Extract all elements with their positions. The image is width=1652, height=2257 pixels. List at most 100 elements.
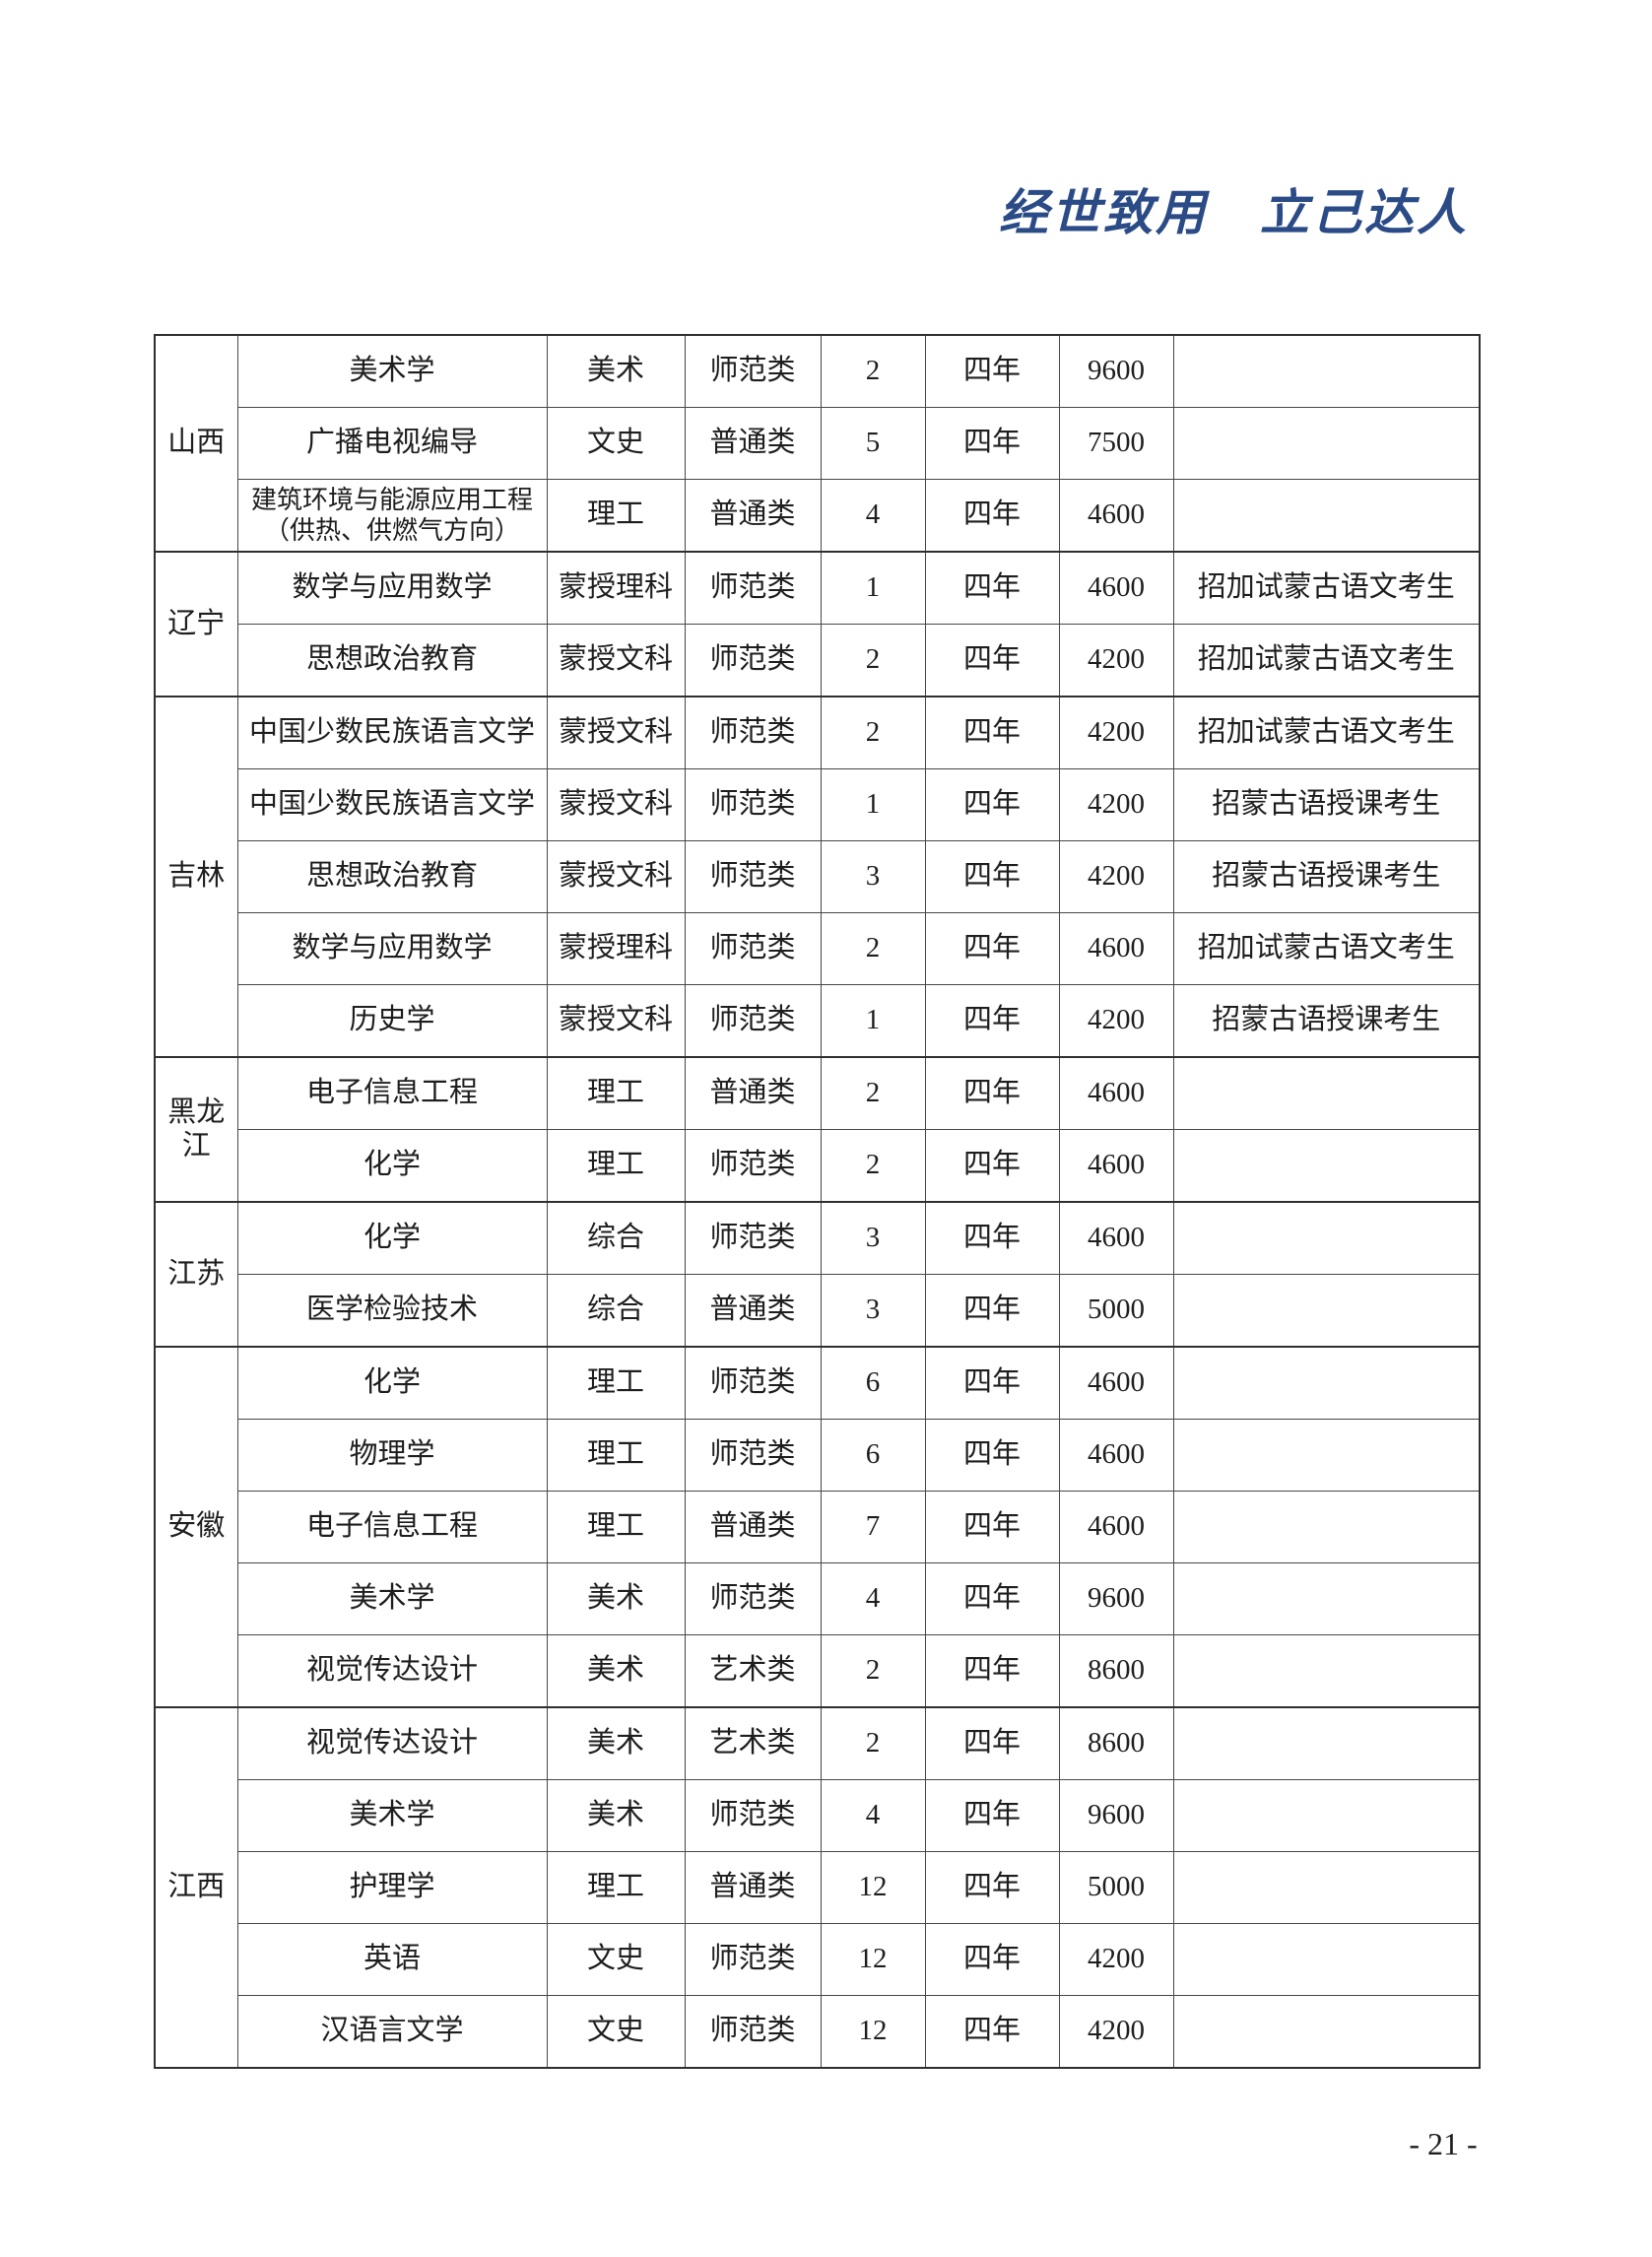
major-cell: 化学 xyxy=(236,1346,548,1420)
note-cell xyxy=(1172,1129,1481,1203)
major-cell: 建筑环境与能源应用工程（供热、供燃气方向） xyxy=(236,479,548,553)
category-cell: 蒙授理科 xyxy=(546,912,686,985)
fee-cell: 8600 xyxy=(1058,1706,1174,1780)
note-cell xyxy=(1172,1634,1481,1708)
count-cell: 12 xyxy=(820,1851,926,1924)
table-row: 美术学 美术 师范类 4 四年 9600 xyxy=(155,1562,1481,1635)
type-cell: 普通类 xyxy=(684,1056,822,1130)
fee-cell: 8600 xyxy=(1058,1634,1174,1708)
duration-cell: 四年 xyxy=(924,984,1060,1058)
note-cell xyxy=(1172,1274,1481,1348)
duration-cell: 四年 xyxy=(924,334,1060,408)
major-cell: 化学 xyxy=(236,1201,548,1275)
section-jiangsu: 江苏 化学 综合 师范类 3 四年 4600 医学检验技术 综合 普通类 3 四… xyxy=(154,1201,1481,1348)
section-heilongjiang: 黑龙江 电子信息工程 理工 普通类 2 四年 4600 化学 理工 师范类 2 … xyxy=(154,1056,1481,1203)
table-row: 建筑环境与能源应用工程（供热、供燃气方向） 理工 普通类 4 四年 4600 xyxy=(155,479,1481,553)
note-cell xyxy=(1172,479,1481,553)
duration-cell: 四年 xyxy=(924,1274,1060,1348)
duration-cell: 四年 xyxy=(924,1779,1060,1852)
count-cell: 2 xyxy=(820,1056,926,1130)
province-cell: 黑龙江 xyxy=(154,1056,238,1203)
province-cell: 江苏 xyxy=(154,1201,238,1348)
type-cell: 普通类 xyxy=(684,1491,822,1563)
count-cell: 3 xyxy=(820,1201,926,1275)
section-anhui: 安徽 化学 理工 师范类 6 四年 4600 物理学 理工 师范类 6 四年 4… xyxy=(154,1346,1481,1708)
major-cell: 视觉传达设计 xyxy=(236,1634,548,1708)
note-cell xyxy=(1172,1201,1481,1275)
table-row: 思想政治教育 蒙授文科 师范类 2 四年 4200 招加试蒙古语文考生 xyxy=(155,624,1481,697)
count-cell: 2 xyxy=(820,1129,926,1203)
category-cell: 蒙授文科 xyxy=(546,624,686,697)
major-cell: 美术学 xyxy=(236,334,548,408)
duration-cell: 四年 xyxy=(924,768,1060,841)
fee-cell: 4600 xyxy=(1058,1419,1174,1492)
category-cell: 文史 xyxy=(546,1923,686,1996)
table-row: 英语 文史 师范类 12 四年 4200 xyxy=(155,1923,1481,1996)
count-cell: 2 xyxy=(820,624,926,697)
note-cell xyxy=(1172,1419,1481,1492)
count-cell: 5 xyxy=(820,407,926,480)
table-row: 安徽 化学 理工 师范类 6 四年 4600 xyxy=(154,1346,1481,1708)
table-row: 辽宁 数学与应用数学 蒙授理科 师范类 1 四年 4600 招加试蒙古语文考生 xyxy=(154,551,1481,697)
type-cell: 普通类 xyxy=(684,407,822,480)
note-cell xyxy=(1172,1923,1481,1996)
count-cell: 1 xyxy=(820,768,926,841)
fee-cell: 9600 xyxy=(1058,1562,1174,1635)
table-row: 黑龙江 电子信息工程 理工 普通类 2 四年 4600 xyxy=(154,1056,1481,1203)
fee-cell: 9600 xyxy=(1058,1779,1174,1852)
fee-cell: 5000 xyxy=(1058,1851,1174,1924)
category-cell: 美术 xyxy=(546,1634,686,1708)
type-cell: 师范类 xyxy=(684,624,822,697)
count-cell: 12 xyxy=(820,1923,926,1996)
category-cell: 综合 xyxy=(546,1274,686,1348)
category-cell: 蒙授理科 xyxy=(546,551,686,625)
note-cell: 招蒙古语授课考生 xyxy=(1172,768,1481,841)
type-cell: 普通类 xyxy=(684,479,822,553)
fee-cell: 4200 xyxy=(1058,696,1174,769)
duration-cell: 四年 xyxy=(924,1995,1060,2069)
duration-cell: 四年 xyxy=(924,1056,1060,1130)
admission-plan-table: 山西 美术学 美术 师范类 2 四年 9600 广播电视编导 文史 普通类 5 … xyxy=(154,334,1481,2069)
fee-cell: 4200 xyxy=(1058,624,1174,697)
duration-cell: 四年 xyxy=(924,1419,1060,1492)
table-row: 吉林 中国少数民族语言文学 蒙授文科 师范类 2 四年 4200 招加试蒙古语文… xyxy=(154,696,1481,1058)
table-row: 物理学 理工 师范类 6 四年 4600 xyxy=(155,1419,1481,1492)
category-cell: 综合 xyxy=(546,1201,686,1275)
table-row: 医学检验技术 综合 普通类 3 四年 5000 xyxy=(155,1274,1481,1348)
table-row: 护理学 理工 普通类 12 四年 5000 xyxy=(155,1851,1481,1924)
province-cell: 辽宁 xyxy=(154,551,238,697)
major-cell: 思想政治教育 xyxy=(236,624,548,697)
type-cell: 师范类 xyxy=(684,1995,822,2069)
count-cell: 2 xyxy=(820,696,926,769)
fee-cell: 4200 xyxy=(1058,1995,1174,2069)
table-row: 电子信息工程 理工 普通类 7 四年 4600 xyxy=(155,1491,1481,1563)
type-cell: 艺术类 xyxy=(684,1634,822,1708)
count-cell: 7 xyxy=(820,1491,926,1563)
note-cell: 招加试蒙古语文考生 xyxy=(1172,551,1481,625)
note-cell: 招蒙古语授课考生 xyxy=(1172,840,1481,913)
major-cell: 化学 xyxy=(236,1129,548,1203)
duration-cell: 四年 xyxy=(924,1129,1060,1203)
fee-cell: 4200 xyxy=(1058,768,1174,841)
major-cell: 汉语言文学 xyxy=(236,1995,548,2069)
page-motto: 经世致用 立己达人 xyxy=(999,185,1469,240)
table-row: 中国少数民族语言文学 蒙授文科 师范类 1 四年 4200 招蒙古语授课考生 xyxy=(155,768,1481,841)
fee-cell: 4200 xyxy=(1058,840,1174,913)
table-row: 江苏 化学 综合 师范类 3 四年 4600 xyxy=(154,1201,1481,1348)
type-cell: 师范类 xyxy=(684,984,822,1058)
type-cell: 师范类 xyxy=(684,696,822,769)
section-jiangxi: 江西 视觉传达设计 美术 艺术类 2 四年 8600 美术学 美术 师范类 4 … xyxy=(154,1706,1481,2069)
major-cell: 广播电视编导 xyxy=(236,407,548,480)
fee-cell: 7500 xyxy=(1058,407,1174,480)
category-cell: 理工 xyxy=(546,1346,686,1420)
table-row: 山西 美术学 美术 师范类 2 四年 9600 xyxy=(154,334,1481,553)
count-cell: 2 xyxy=(820,912,926,985)
category-cell: 美术 xyxy=(546,1779,686,1852)
note-cell xyxy=(1172,1346,1481,1420)
count-cell: 2 xyxy=(820,334,926,408)
section-shanxi: 山西 美术学 美术 师范类 2 四年 9600 广播电视编导 文史 普通类 5 … xyxy=(154,334,1481,553)
major-cell: 中国少数民族语言文学 xyxy=(236,696,548,769)
fee-cell: 4600 xyxy=(1058,1129,1174,1203)
category-cell: 理工 xyxy=(546,1419,686,1492)
major-cell: 医学检验技术 xyxy=(236,1274,548,1348)
